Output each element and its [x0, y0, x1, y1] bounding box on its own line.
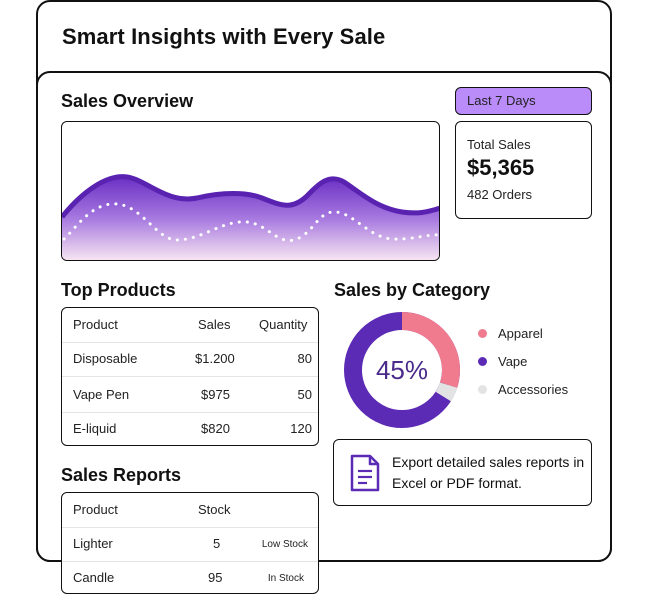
legend-dot: [478, 357, 487, 366]
donut-svg: [344, 312, 460, 428]
orders-count: 482 Orders: [467, 187, 533, 202]
sales-cell: $820: [201, 421, 230, 436]
table-row[interactable]: Lighter 5 Low Stock: [62, 527, 318, 562]
legend-dot: [478, 385, 487, 394]
sales-cell: $975: [201, 387, 230, 402]
total-sales-value: $5,365: [467, 155, 535, 180]
sales-area: [62, 176, 439, 260]
export-description: Export detailed sales reports in Excel o…: [392, 454, 585, 491]
legend-label: Accessories: [498, 382, 569, 397]
product-cell: Candle: [73, 570, 115, 585]
legend-label: Apparel: [498, 326, 543, 341]
table-row[interactable]: Candle 95 In Stock: [62, 561, 318, 595]
table-row[interactable]: E-liquid $820 120: [62, 412, 318, 446]
quantity-cell: 80: [297, 351, 312, 366]
stock-cell: 95: [208, 570, 223, 585]
page-title: Smart Insights with Every Sale: [62, 24, 386, 49]
sales-overview-chart: [61, 121, 440, 261]
sales-reports-table: Product Stock Lighter 5 Low Stock Candle…: [61, 492, 319, 594]
total-sales-card: Total Sales $5,365 482 Orders: [455, 121, 592, 219]
document-icon: [350, 454, 380, 497]
sales-overview-title: Sales Overview: [61, 91, 194, 111]
legend-label: Vape: [498, 354, 528, 369]
total-sales-label: Total Sales: [467, 137, 531, 152]
category-donut-chart: 45%: [344, 312, 460, 428]
sales-cell: $1.200: [195, 351, 235, 366]
top-products-table: Product Sales Quantity Disposable $1.200…: [61, 307, 319, 446]
product-cell: Lighter: [73, 536, 113, 551]
stock-status: In Stock: [267, 573, 304, 584]
product-cell: E-liquid: [73, 421, 117, 436]
stock-status: Low Stock: [261, 539, 308, 550]
top-products-title: Top Products: [61, 280, 176, 300]
quantity-cell: 50: [297, 387, 312, 402]
table-header-row: Product Stock: [62, 493, 318, 528]
stock-cell: 5: [213, 536, 221, 551]
donut-center-label: 45%: [375, 355, 429, 385]
comparison-dotted-line: [62, 202, 439, 242]
column-header: Stock: [198, 502, 231, 517]
product-cell: Vape Pen: [73, 387, 130, 402]
product-cell: Disposable: [73, 351, 138, 366]
column-header: Product: [73, 502, 118, 517]
column-header: Product: [73, 317, 118, 332]
table-header-row: Product Sales Quantity: [62, 308, 318, 343]
table-row[interactable]: Disposable $1.200 80: [62, 342, 318, 377]
column-header: Sales: [198, 317, 231, 332]
column-header: Quantity: [259, 317, 308, 332]
legend-dot: [478, 329, 487, 338]
area-chart-svg: [62, 174, 439, 260]
sales-reports-title: Sales Reports: [61, 465, 182, 485]
donut-slice-apparel: [401, 312, 460, 388]
sales-line: [62, 174, 439, 219]
quantity-cell: 120: [290, 421, 312, 436]
export-reports-card[interactable]: Export detailed sales reports in Excel o…: [333, 439, 592, 506]
donut-slice-accessories: [435, 382, 458, 402]
date-range-button[interactable]: Last 7 Days: [455, 87, 592, 115]
sales-by-category-title: Sales by Category: [334, 280, 491, 300]
table-row[interactable]: Vape Pen $975 50: [62, 378, 318, 413]
